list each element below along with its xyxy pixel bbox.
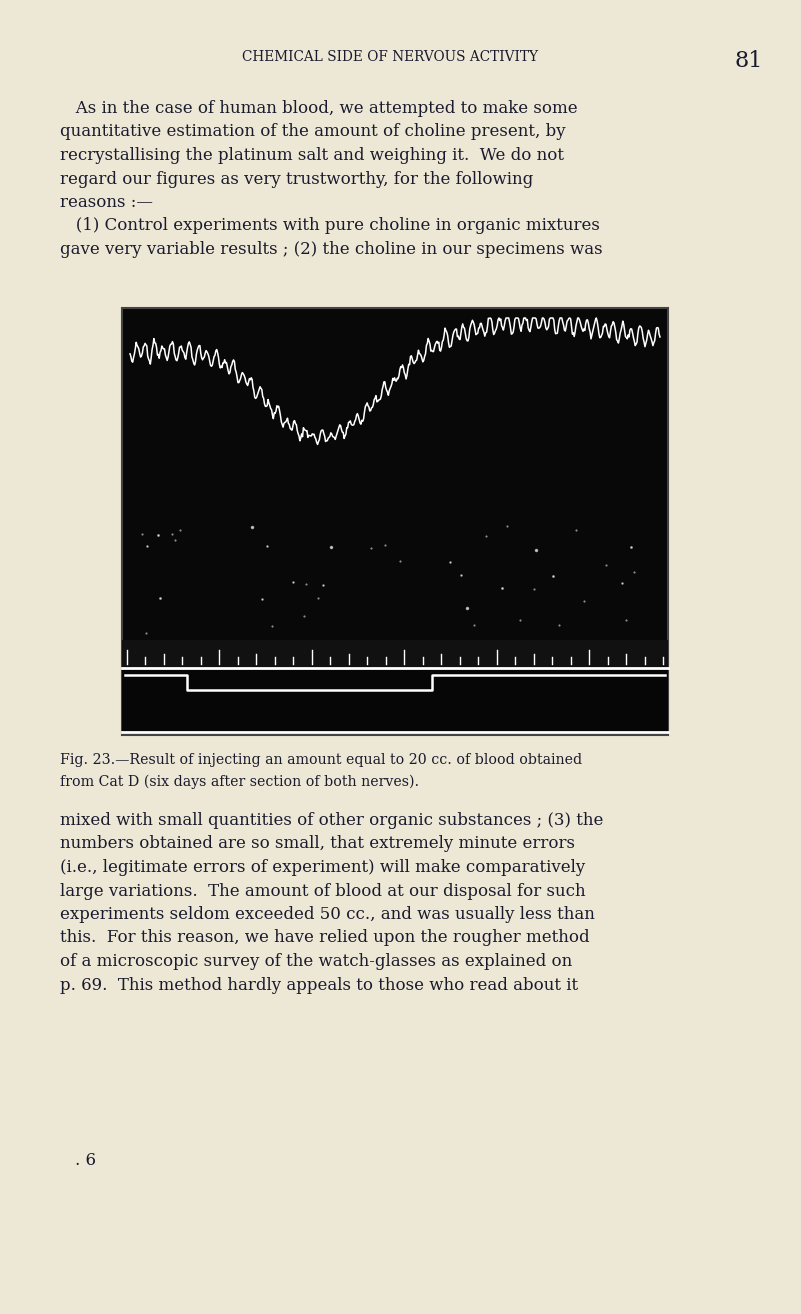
- Text: regard our figures as very trustworthy, for the following: regard our figures as very trustworthy, …: [60, 171, 533, 188]
- Text: reasons :—: reasons :—: [60, 194, 153, 212]
- Text: of a microscopic survey of the watch-glasses as explained on: of a microscopic survey of the watch-gla…: [60, 953, 572, 970]
- Bar: [122, 640, 668, 668]
- Text: Fig. 23.—Result of injecting an amount equal to 20 cc. of blood obtained: Fig. 23.—Result of injecting an amount e…: [60, 753, 582, 767]
- Text: 81: 81: [735, 50, 763, 72]
- Text: gave very variable results ; (2) the choline in our specimens was: gave very variable results ; (2) the cho…: [60, 240, 602, 258]
- Text: p. 69.  This method hardly appeals to those who read about it: p. 69. This method hardly appeals to tho…: [60, 976, 578, 993]
- Text: (i.e., legitimate errors of experiment) will make comparatively: (i.e., legitimate errors of experiment) …: [60, 859, 586, 876]
- Bar: [122, 307, 668, 735]
- Text: CHEMICAL SIDE OF NERVOUS ACTIVITY: CHEMICAL SIDE OF NERVOUS ACTIVITY: [242, 50, 538, 64]
- Text: . 6: . 6: [75, 1152, 96, 1169]
- Text: numbers obtained are so small, that extremely minute errors: numbers obtained are so small, that extr…: [60, 836, 575, 853]
- Text: large variations.  The amount of blood at our disposal for such: large variations. The amount of blood at…: [60, 883, 586, 900]
- Text: quantitative estimation of the amount of choline present, by: quantitative estimation of the amount of…: [60, 124, 566, 141]
- Bar: [122, 668, 668, 732]
- Text: As in the case of human blood, we attempted to make some: As in the case of human blood, we attemp…: [60, 100, 578, 117]
- Text: from Cat D (six days after section of both nerves).: from Cat D (six days after section of bo…: [60, 775, 419, 790]
- Text: this.  For this reason, we have relied upon the rougher method: this. For this reason, we have relied up…: [60, 929, 590, 946]
- Text: (1) Control experiments with pure choline in organic mixtures: (1) Control experiments with pure cholin…: [60, 218, 600, 234]
- Text: experiments seldom exceeded 50 cc., and was usually less than: experiments seldom exceeded 50 cc., and …: [60, 905, 595, 922]
- Text: recrystallising the platinum salt and weighing it.  We do not: recrystallising the platinum salt and we…: [60, 147, 564, 164]
- Text: mixed with small quantities of other organic substances ; (3) the: mixed with small quantities of other org…: [60, 812, 603, 829]
